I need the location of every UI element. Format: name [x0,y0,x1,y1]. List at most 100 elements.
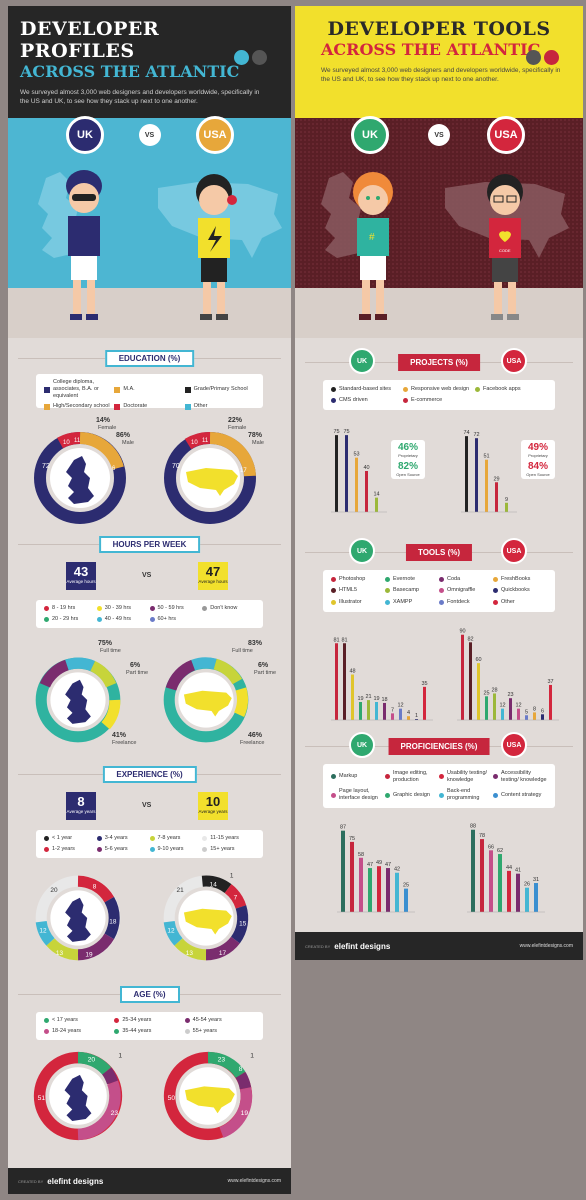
legend-swatch [149,836,155,842]
legend-item: Markup [331,769,385,785]
legend-label: Other [193,403,208,409]
legend-swatch [149,616,155,622]
bar [480,839,484,912]
legend-item: E-commerce [402,397,475,406]
bar [359,702,362,720]
legend-label: 55+ years [192,1027,217,1034]
proficiencies-legend: Markup Image editing, production Usability… [323,764,555,808]
svg-text:17: 17 [240,468,247,474]
usa-experience-donut: 21 14 7 15 17 13 12 1 [163,873,249,961]
legend-label: CMS driven [339,397,368,404]
legend-item: 8 - 19 hrs [44,605,97,613]
bar [485,459,488,512]
bar-value-label: 75 [349,836,355,842]
legend-label: 50 - 59 hrs [157,605,184,612]
bar [493,693,496,720]
bar-value-label: 48 [349,669,355,675]
bar-value-label: 1 [415,713,418,719]
bar [335,435,338,512]
svg-text:50: 50 [168,1095,176,1102]
proficiencies-usa-badge: USA [501,732,527,758]
svg-text:17: 17 [219,950,227,957]
legend-item: HTML5 [331,587,385,596]
bar [498,854,502,912]
usa-female-pct: 22% [228,417,243,424]
legend-label: Standard-based sites [339,385,391,392]
footer-url[interactable]: www.elefintdesigns.com [227,1178,281,1184]
proficiencies-title: PROFICIENCIES (%) [388,738,490,755]
svg-text:20: 20 [50,887,58,894]
legend-swatch [96,846,102,852]
bar [386,868,390,912]
svg-text:12: 12 [39,928,47,935]
bar [359,857,363,912]
usa-parttime-pct: 6% [258,662,269,669]
legend-label: Graphic design [393,791,430,798]
bar [391,713,394,720]
brand-logo[interactable]: CREATED BY elefint designs [305,941,391,951]
bar-value-label: 78 [479,833,485,839]
legend-item: Basecamp [385,587,439,596]
legend-item: Other [184,403,255,410]
usa-avg-hours: 47 Average hours [198,562,228,590]
legend-item: Content strategy [493,788,547,804]
bar [423,686,426,720]
legend-swatch [44,616,49,622]
legend-swatch [385,600,390,606]
bar [541,714,544,720]
uk-male-label: Male [122,440,134,446]
legend-label: 30 - 39 hrs [104,605,132,612]
bar [475,438,478,512]
legend-swatch [44,846,49,852]
vs-badge: VS [138,124,161,146]
legend-swatch [385,792,390,798]
bar-value-label: 31 [533,877,539,883]
compass-icon [252,50,267,65]
legend-item: Back-end programming [439,788,493,804]
bar-value-label: 6 [541,708,544,714]
legend-swatch [184,1018,190,1024]
projects-usa-badge: USA [501,348,527,374]
legend-label: < 1 year [52,835,73,842]
legend-swatch [439,576,444,582]
bar-value-label: 29 [493,476,499,482]
bar [404,888,408,912]
legend-label: 35-44 years [122,1027,152,1034]
legend-label: < 17 years [52,1017,78,1024]
uk-female-pct: 14% [96,417,111,424]
svg-text:1: 1 [250,1053,254,1060]
legend-label: High/Secondary school [53,403,110,409]
bar [383,702,386,720]
legend-label: Back-end programming [447,788,480,802]
svg-text:8: 8 [239,1066,243,1073]
footer-url[interactable]: www.elefintdesigns.com [519,943,573,949]
legend-item: XAMPP [385,598,439,607]
bar [335,643,338,720]
usa-fulltime-label: Full time [232,648,253,654]
brand-logo[interactable]: CREATED BY elefint designs [18,1176,104,1186]
legend-label: Grade/Primary School [193,386,248,392]
bar-value-label: 25 [483,690,489,696]
uk-experience-donut: 20 8 18 19 13 12 [35,875,121,961]
svg-text:15: 15 [239,920,247,927]
svg-text:19: 19 [241,1110,249,1117]
svg-text:10: 10 [191,440,198,446]
bar [377,866,381,912]
tools-legend: Photoshop Evernote Coda FreshBooks HTML5 Base… [323,570,555,612]
bar [507,870,511,912]
svg-text:70: 70 [172,463,180,470]
legend-label: 5-6 years [104,845,128,852]
legend-swatch [474,386,480,392]
bar-value-label: 12 [515,703,521,709]
legend-item: M.A. [114,379,184,400]
bar [365,471,368,512]
legend-item: Usability testing/ knowledge [439,769,493,785]
legend-swatch [114,1028,120,1034]
projects-legend: Standard-based sites Responsive web desig… [323,380,555,410]
usa-education-donut: 70 10 11 17 [164,431,256,524]
bar [495,482,498,512]
bar [517,708,520,720]
developer-profiles-panel: DEVELOPER PROFILES ACROSS THE ATLANTIC W… [8,6,291,1194]
legend-label: HTML5 [339,587,358,594]
legend-swatch [114,386,121,393]
